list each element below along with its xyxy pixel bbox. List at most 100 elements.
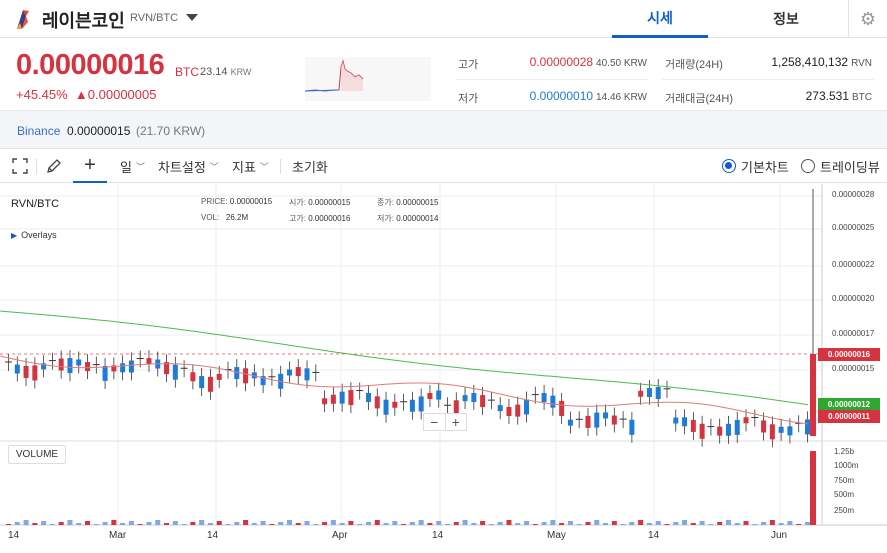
y-tick-label: 0.00000020	[832, 294, 875, 303]
amount-group: 273.531 BTC	[740, 89, 872, 103]
coin-pair[interactable]: RVN/BTC	[130, 12, 179, 24]
volume-bar	[225, 524, 231, 525]
last-candle-body	[810, 354, 816, 436]
volume-bar	[339, 523, 345, 525]
candle-body	[682, 417, 688, 427]
fullscreen-icon[interactable]	[12, 149, 28, 183]
candle-body	[611, 415, 617, 425]
volume-group: 1,258,410,132 RVN	[740, 55, 872, 69]
ma-green-line	[0, 310, 809, 406]
candle-body	[804, 419, 810, 435]
candle-body	[778, 426, 784, 433]
candle-body	[234, 367, 240, 380]
volume-bar	[313, 524, 319, 525]
volume-bar	[778, 523, 784, 525]
chevron-down-icon[interactable]	[186, 14, 198, 21]
candle-body	[734, 419, 740, 435]
price-krw-value: 23.14	[200, 66, 228, 78]
volume-bar	[629, 522, 635, 525]
candle-body	[365, 392, 371, 402]
chart-toolbar: + 일 ﹀ 차트설정 ﹀ 지표 ﹀ 초기화 기본차트 트레이딩뷰	[0, 149, 887, 183]
crosshair-icon[interactable]: +	[73, 149, 107, 183]
tab-quote[interactable]: 시세	[612, 0, 708, 38]
candle-body	[58, 358, 64, 371]
y-tick-label: 0.00000017	[832, 329, 875, 338]
volume-bar	[111, 520, 117, 525]
tradingview-radio[interactable]: 트레이딩뷰	[801, 149, 880, 183]
chevron-down-icon: ﹀	[135, 161, 145, 172]
gear-icon[interactable]: ⚙	[848, 0, 887, 38]
candle-body	[471, 393, 477, 403]
interval-label: 일	[120, 159, 132, 175]
volume-bar	[304, 521, 310, 525]
price-chart[interactable]: RVN/BTC ▶ Overlays PRICE: 0.00000015 시가: …	[0, 184, 887, 553]
candle-body	[418, 396, 424, 412]
volume-bar	[49, 524, 55, 525]
candle-body	[339, 391, 345, 404]
candle-body	[550, 395, 556, 408]
volume-bar	[427, 523, 433, 525]
candle-body	[111, 365, 117, 372]
chart-settings-menu[interactable]: 차트설정 ﹀	[158, 149, 219, 183]
volume-bar	[787, 521, 793, 525]
exchange-row: Binance 0.00000015 (21.70 KRW)	[0, 111, 887, 149]
price-unit: BTC	[175, 65, 199, 79]
zoom-in-button[interactable]: +	[451, 414, 460, 430]
ma-green-tag: 0.00000012	[818, 398, 880, 411]
volume-bar	[725, 520, 731, 525]
candle-body	[243, 368, 249, 384]
exchange-krw: (21.70 KRW)	[136, 124, 206, 138]
ohlc-open: 시가: 0.00000015	[289, 197, 350, 208]
candle-body	[699, 423, 705, 439]
zoom-out-button[interactable]: −	[424, 414, 446, 430]
volume-bar	[699, 521, 705, 525]
candle-body	[322, 398, 328, 405]
volume-bar	[611, 521, 617, 525]
volume-bar	[216, 521, 222, 525]
volume-tick-label: 1000m	[834, 461, 859, 470]
basic-chart-radio[interactable]: 기본차트	[722, 149, 789, 183]
volume-bar	[76, 523, 82, 525]
candle-body	[164, 362, 170, 375]
volume-bar	[585, 522, 591, 525]
candle-body	[14, 364, 20, 374]
volume-bar	[480, 521, 486, 525]
candle-body	[673, 417, 679, 424]
current-price-tag: 0.00000016	[818, 348, 880, 361]
candlestick-chart[interactable]	[0, 184, 887, 553]
exchange-name[interactable]: Binance	[17, 124, 61, 138]
volume-bar	[594, 520, 600, 525]
volume-bar	[576, 524, 582, 525]
ohlc-volume: VOL: 26.2M	[201, 213, 248, 222]
volume-bar	[497, 522, 503, 525]
indicators-label: 지표	[232, 159, 256, 175]
volume-label: 거래량(24H)	[665, 59, 723, 71]
candle-body	[128, 360, 134, 373]
ohlc-value: 0.00000015	[308, 198, 351, 207]
interval-select[interactable]: 일 ﹀	[120, 149, 145, 183]
candle-body	[172, 364, 178, 380]
volume-bar	[620, 524, 626, 525]
chevron-down-icon: ﹀	[259, 161, 269, 172]
pencil-icon[interactable]	[46, 149, 62, 183]
candle-body	[330, 394, 336, 404]
volume-panel-label[interactable]: VOLUME	[8, 445, 66, 464]
candle-body	[374, 396, 380, 409]
price-change: +45.45% ▲0.00000005	[16, 87, 156, 102]
volume-bar	[251, 523, 257, 525]
candle-body	[761, 420, 767, 433]
candle-body	[207, 376, 213, 392]
volume-bar	[436, 521, 442, 525]
candle-body	[453, 400, 459, 416]
volume-bar	[752, 524, 758, 525]
candle-body	[76, 359, 82, 366]
reset-button[interactable]: 초기화	[292, 159, 328, 175]
indicators-menu[interactable]: 지표 ﹀	[232, 149, 269, 183]
candle-body	[251, 372, 257, 379]
toolbar-separator	[280, 159, 281, 174]
candle-body	[436, 390, 442, 400]
tab-info[interactable]: 정보	[773, 11, 799, 27]
volume-bar	[673, 522, 679, 525]
overlays-toggle[interactable]: ▶ Overlays	[11, 230, 57, 240]
candle-body	[541, 393, 547, 403]
